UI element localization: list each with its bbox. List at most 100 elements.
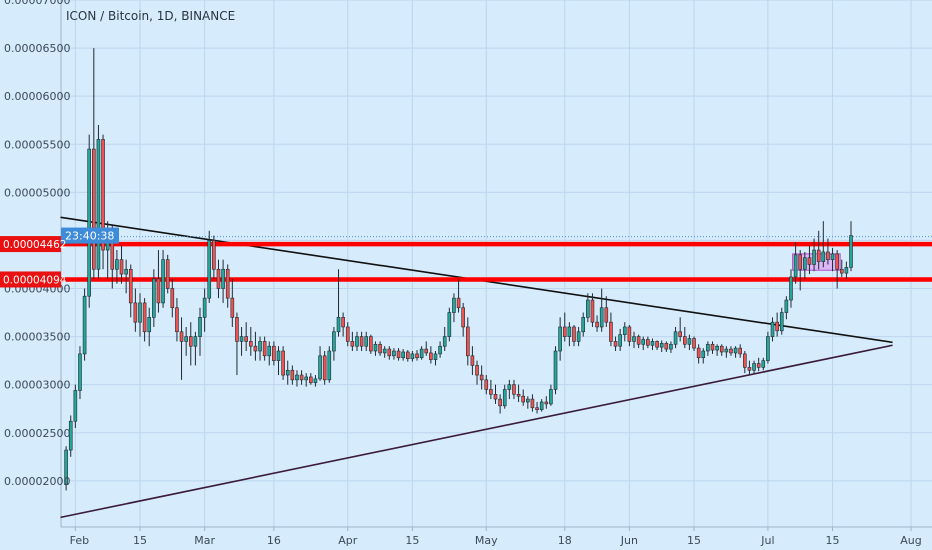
- candle: [761, 357, 766, 371]
- candle: [752, 360, 756, 374]
- candle: [225, 264, 230, 308]
- candle: [706, 341, 710, 356]
- candle-body: [378, 343, 382, 354]
- candle-body: [696, 347, 701, 359]
- candle: [87, 134, 92, 308]
- candle: [558, 317, 562, 361]
- candle-body: [770, 321, 775, 337]
- candle-body: [248, 341, 253, 347]
- candle: [133, 288, 138, 332]
- candle-body: [410, 353, 415, 360]
- candle-body: [475, 365, 479, 376]
- candle: [161, 250, 165, 308]
- candle-body: [489, 389, 493, 395]
- candle: [378, 341, 382, 356]
- candle: [489, 379, 493, 400]
- candle-body: [567, 326, 572, 337]
- candle: [359, 331, 364, 352]
- y-tick-label: 0.00002500: [4, 427, 70, 440]
- y-tick-label: 0.00007000: [4, 0, 70, 7]
- candle-body: [336, 317, 341, 333]
- candle: [345, 322, 350, 347]
- candle-body: [295, 374, 299, 381]
- candle: [770, 317, 775, 342]
- candle: [590, 293, 595, 327]
- candle-body: [193, 336, 198, 347]
- candle: [392, 348, 396, 360]
- candle: [544, 396, 549, 409]
- candle: [521, 389, 526, 406]
- candle-body: [230, 297, 235, 318]
- candle-body: [655, 341, 659, 348]
- candle-body: [253, 345, 258, 352]
- candle: [664, 341, 669, 352]
- candle-body: [562, 326, 567, 337]
- candle: [710, 341, 715, 354]
- candle: [659, 340, 664, 352]
- candle-body: [664, 343, 669, 350]
- candle: [415, 350, 419, 361]
- candle-body: [747, 367, 752, 371]
- candle-body: [627, 326, 632, 342]
- candle: [267, 341, 272, 366]
- candle: [682, 326, 687, 349]
- y-tick-label: 0.00003500: [4, 331, 70, 344]
- x-axis[interactable]: Feb 15 Mar 16 Apr 15 May 18 Jun 15 Jul 15 Aug: [70, 527, 922, 547]
- candle-body: [484, 379, 489, 390]
- candle: [456, 278, 461, 313]
- candle: [789, 269, 793, 308]
- candle: [470, 346, 475, 376]
- candle: [484, 375, 489, 395]
- candle-body: [304, 376, 309, 381]
- candle: [452, 293, 456, 323]
- candle-body: [756, 363, 761, 368]
- candle-body: [87, 148, 92, 297]
- candle: [165, 254, 170, 294]
- candle: [539, 399, 544, 412]
- candle-body: [299, 374, 304, 381]
- candle: [193, 331, 198, 366]
- candle-body: [622, 326, 627, 335]
- candle-body: [290, 369, 295, 381]
- candle: [632, 331, 636, 349]
- candle-body: [715, 345, 719, 351]
- candle-body: [198, 317, 202, 337]
- candle-body: [78, 353, 82, 391]
- candle-body: [733, 347, 738, 354]
- candle: [553, 346, 558, 395]
- candle: [719, 344, 724, 356]
- candle: [821, 221, 826, 268]
- x-tick-label: Jul: [760, 534, 774, 547]
- candle-body: [429, 352, 433, 360]
- candle: [678, 317, 682, 342]
- candle: [309, 373, 313, 385]
- candle-body: [216, 268, 221, 289]
- candle: [364, 331, 369, 352]
- y-tick-label: 0.00005500: [4, 138, 70, 151]
- candle: [479, 365, 484, 390]
- candle-body: [461, 307, 465, 328]
- candle: [396, 348, 401, 361]
- candle: [138, 293, 142, 337]
- candle: [609, 312, 613, 347]
- candle: [775, 312, 779, 337]
- candle-body: [239, 336, 244, 342]
- candle-body: [516, 393, 521, 397]
- candle-body: [382, 348, 387, 354]
- candle-body: [576, 331, 581, 342]
- candle-body: [701, 350, 706, 359]
- candle: [618, 328, 622, 352]
- candle-body: [318, 355, 322, 380]
- candle-body: [73, 390, 78, 422]
- candle: [170, 278, 175, 318]
- candle: [475, 360, 479, 385]
- candle: [239, 326, 244, 356]
- candle: [724, 346, 729, 358]
- candle-body: [405, 351, 410, 360]
- candle-body: [373, 343, 378, 352]
- candle-body: [766, 336, 770, 361]
- candle-body: [202, 297, 207, 318]
- candle: [839, 259, 844, 277]
